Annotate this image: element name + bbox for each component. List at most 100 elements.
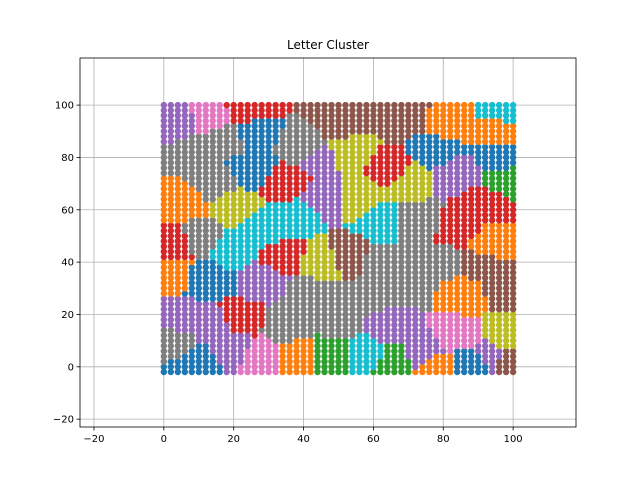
cluster-point [356, 290, 363, 297]
cluster-point [202, 232, 209, 240]
cluster-point [321, 316, 328, 323]
cluster-point [502, 332, 510, 339]
cluster-point [433, 164, 440, 172]
cluster-point [181, 232, 188, 240]
cluster-point [454, 154, 461, 161]
cluster-point [468, 185, 475, 193]
cluster-point [509, 128, 517, 135]
cluster-point [426, 107, 433, 114]
cluster-point [391, 295, 398, 302]
cluster-point [509, 269, 517, 276]
cluster-point [223, 306, 230, 313]
cluster-point [251, 227, 258, 234]
cluster-point [370, 149, 377, 156]
cluster-point [454, 274, 461, 282]
cluster-point [495, 122, 503, 130]
cluster-point [475, 196, 482, 203]
cluster-point [405, 112, 412, 119]
cluster-point [475, 159, 482, 166]
cluster-point [181, 279, 188, 287]
cluster-point [384, 185, 391, 193]
cluster-point [384, 101, 391, 109]
cluster-point [293, 237, 300, 245]
cluster-point [307, 368, 314, 376]
cluster-point [188, 316, 195, 323]
cluster-point [509, 138, 517, 145]
cluster-point [356, 227, 363, 234]
cluster-point [230, 342, 237, 350]
cluster-point [209, 264, 216, 271]
cluster-point [502, 290, 510, 297]
cluster-point [321, 253, 328, 261]
cluster-point [342, 169, 349, 177]
cluster-point [335, 217, 342, 224]
cluster-point [160, 258, 168, 266]
cluster-point [174, 149, 181, 156]
cluster-point [405, 321, 412, 329]
cluster-point [202, 149, 209, 156]
cluster-point [279, 295, 286, 302]
cluster-point [398, 122, 405, 130]
cluster-point [342, 149, 349, 156]
cluster-point [188, 300, 195, 308]
cluster-point [181, 237, 188, 245]
cluster-point [412, 143, 419, 151]
cluster-point [454, 358, 461, 365]
cluster-point [412, 342, 419, 350]
cluster-point [209, 138, 216, 145]
cluster-point [321, 185, 328, 193]
cluster-point [405, 175, 412, 182]
cluster-point [181, 112, 188, 119]
cluster-point [265, 122, 272, 130]
cluster-point [335, 326, 342, 334]
cluster-point [377, 112, 384, 119]
cluster-point [188, 143, 195, 151]
cluster-point [216, 138, 223, 145]
cluster-point [495, 243, 503, 250]
cluster-point [279, 279, 286, 287]
cluster-point [426, 237, 433, 245]
cluster-point [230, 332, 237, 339]
cluster-point [188, 128, 195, 135]
cluster-point [349, 149, 356, 156]
cluster-point [279, 300, 286, 308]
cluster-point [195, 180, 202, 187]
cluster-point [426, 269, 433, 276]
cluster-point [398, 180, 405, 187]
cluster-point [398, 185, 405, 193]
cluster-point [181, 211, 188, 219]
y-tick-label: 60 [61, 205, 74, 216]
cluster-point [286, 154, 293, 161]
cluster-point [391, 274, 398, 282]
cluster-point [377, 164, 384, 172]
cluster-point [356, 101, 363, 109]
cluster-point [174, 258, 181, 266]
cluster-point [468, 368, 475, 376]
cluster-point [251, 211, 258, 219]
cluster-point [167, 217, 175, 224]
cluster-point [181, 332, 188, 339]
cluster-point [307, 175, 314, 182]
cluster-point [328, 243, 335, 250]
cluster-point [335, 154, 342, 161]
cluster-point [216, 164, 223, 172]
cluster-point [300, 180, 307, 187]
cluster-point [209, 258, 216, 266]
cluster-point [412, 138, 419, 145]
cluster-point [461, 321, 468, 329]
cluster-point [447, 311, 454, 318]
cluster-point [488, 196, 496, 203]
cluster-point [321, 285, 328, 292]
cluster-point [244, 180, 251, 187]
cluster-point [286, 128, 293, 135]
cluster-point [188, 306, 195, 313]
cluster-point [433, 180, 440, 187]
cluster-point [454, 112, 461, 119]
cluster-point [307, 243, 314, 250]
cluster-point [370, 306, 377, 313]
cluster-point [426, 175, 433, 182]
cluster-point [265, 269, 272, 276]
cluster-point [349, 269, 356, 276]
cluster-point [419, 169, 426, 177]
cluster-point [468, 133, 475, 140]
